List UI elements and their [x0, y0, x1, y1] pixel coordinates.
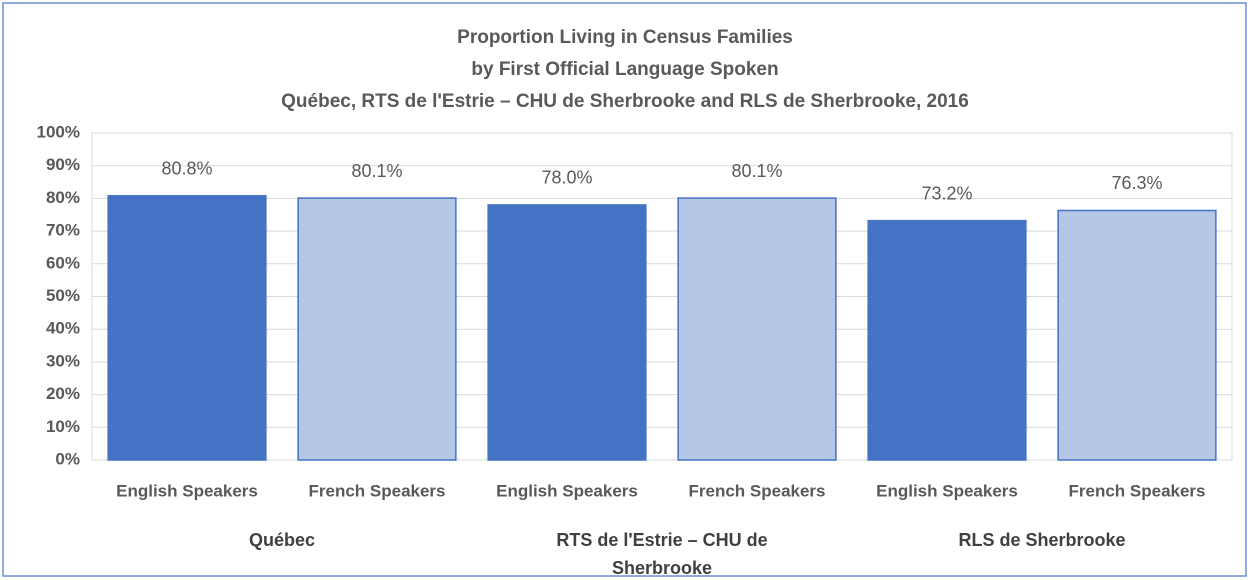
plot-border [91, 132, 1233, 461]
y-tick-label: 90% [46, 155, 80, 174]
x-tick-label: English Speakers [116, 481, 258, 500]
bar [1057, 209, 1217, 461]
y-tick-label: 20% [46, 384, 80, 403]
y-tick-label: 30% [46, 351, 80, 370]
y-tick-label: 70% [46, 221, 80, 240]
y-tick-label: 40% [46, 319, 80, 338]
group-label: Québec [248, 530, 316, 550]
value-label: 76.3% [1111, 173, 1162, 193]
y-tick-label: 100% [37, 122, 80, 141]
bar [677, 197, 837, 461]
chart-title: by First Official Language Spoken [471, 59, 778, 80]
value-label: 80.1% [351, 161, 402, 181]
x-tick-label: French Speakers [1068, 481, 1205, 500]
bar [867, 219, 1027, 461]
chart-title: Québec, RTS de l'Estrie – CHU de Sherbro… [281, 91, 969, 112]
bar [487, 204, 647, 461]
value-label: 78.0% [541, 168, 592, 188]
bar [107, 195, 267, 461]
bar [297, 197, 457, 461]
value-label: 73.2% [921, 183, 972, 203]
y-tick-label: 60% [46, 253, 80, 272]
y-tick-label: 50% [46, 286, 80, 305]
value-label: 80.1% [731, 161, 782, 181]
y-tick-label: 80% [46, 188, 80, 207]
y-tick-label: 10% [46, 417, 80, 436]
x-tick-label: French Speakers [688, 481, 825, 500]
x-tick-label: French Speakers [308, 481, 445, 500]
group-label: RLS de Sherbrooke [958, 530, 1126, 550]
x-tick-label: English Speakers [876, 481, 1018, 500]
x-tick-label: English Speakers [496, 481, 638, 500]
group-label: RTS de l'Estrie – CHU de Sherbrooke [556, 530, 768, 578]
chart-title: Proportion Living in Census Families [457, 27, 793, 48]
y-tick-label: 0% [55, 449, 80, 468]
value-label: 80.8% [161, 159, 212, 179]
